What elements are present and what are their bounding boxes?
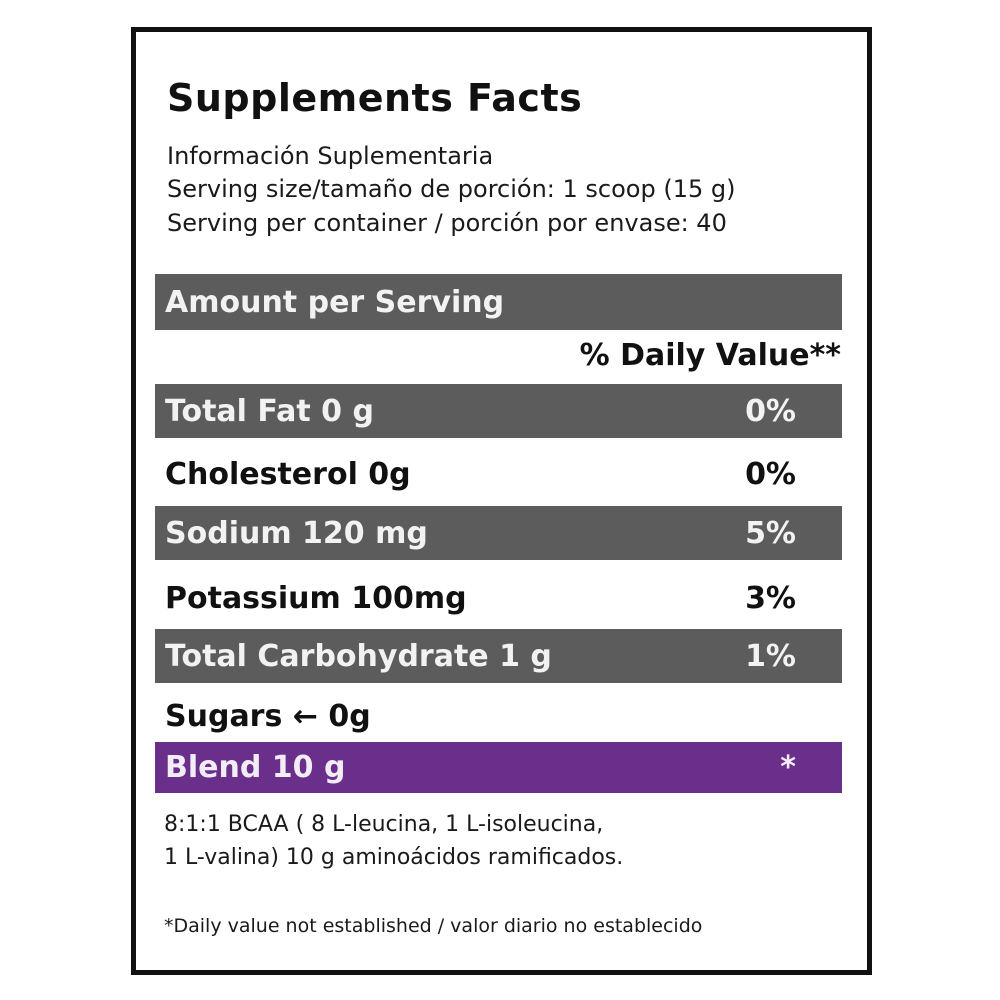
nutrient-percent: 0%: [745, 456, 796, 492]
daily-value-footnote: *Daily value not established / valor dia…: [164, 915, 703, 937]
blend-note-line-2: 1 L-valina) 10 g aminoácidos ramificados…: [164, 845, 624, 870]
nutrient-row-cholesterol: Cholesterol 0g 0%: [155, 446, 842, 502]
subtitle: Información Suplementaria: [167, 142, 494, 170]
nutrient-row-blend: Blend 10 g *: [155, 742, 842, 793]
nutrient-label: Total Fat 0 g: [165, 393, 374, 429]
nutrient-percent: 1%: [745, 638, 796, 674]
nutrient-percent: 3%: [745, 580, 796, 616]
nutrient-label: Sodium 120 mg: [165, 515, 428, 551]
nutrient-row-total-carbohydrate: Total Carbohydrate 1 g 1%: [155, 629, 842, 683]
nutrient-row-potassium: Potassium 100mg 3%: [155, 570, 842, 626]
nutrient-percent: *: [780, 750, 796, 785]
amount-per-serving-header: Amount per Serving: [155, 274, 842, 330]
nutrient-label: Cholesterol 0g: [165, 456, 411, 492]
servings-per-container: Serving per container / porción por enva…: [167, 209, 727, 237]
blend-note-line-1: 8:1:1 BCAA ( 8 L-leucina, 1 L-isoleucina…: [164, 812, 604, 837]
nutrient-percent: 0%: [745, 393, 796, 429]
nutrient-label: Blend 10 g: [165, 750, 346, 785]
nutrient-row-sodium: Sodium 120 mg 5%: [155, 506, 842, 560]
nutrient-row-sugars: Sugars ← 0g: [155, 691, 842, 741]
panel-title: Supplements Facts: [167, 76, 583, 120]
supplement-facts-panel: Supplements Facts Información Suplementa…: [131, 27, 872, 975]
serving-size: Serving size/tamaño de porción: 1 scoop …: [167, 175, 736, 203]
daily-value-header: % Daily Value**: [579, 338, 841, 373]
nutrient-label: Total Carbohydrate 1 g: [165, 638, 552, 674]
nutrient-row-total-fat: Total Fat 0 g 0%: [155, 384, 842, 438]
nutrient-percent: 5%: [745, 515, 796, 551]
nutrient-label: Sugars ← 0g: [165, 698, 371, 734]
nutrient-label: Potassium 100mg: [165, 580, 467, 616]
